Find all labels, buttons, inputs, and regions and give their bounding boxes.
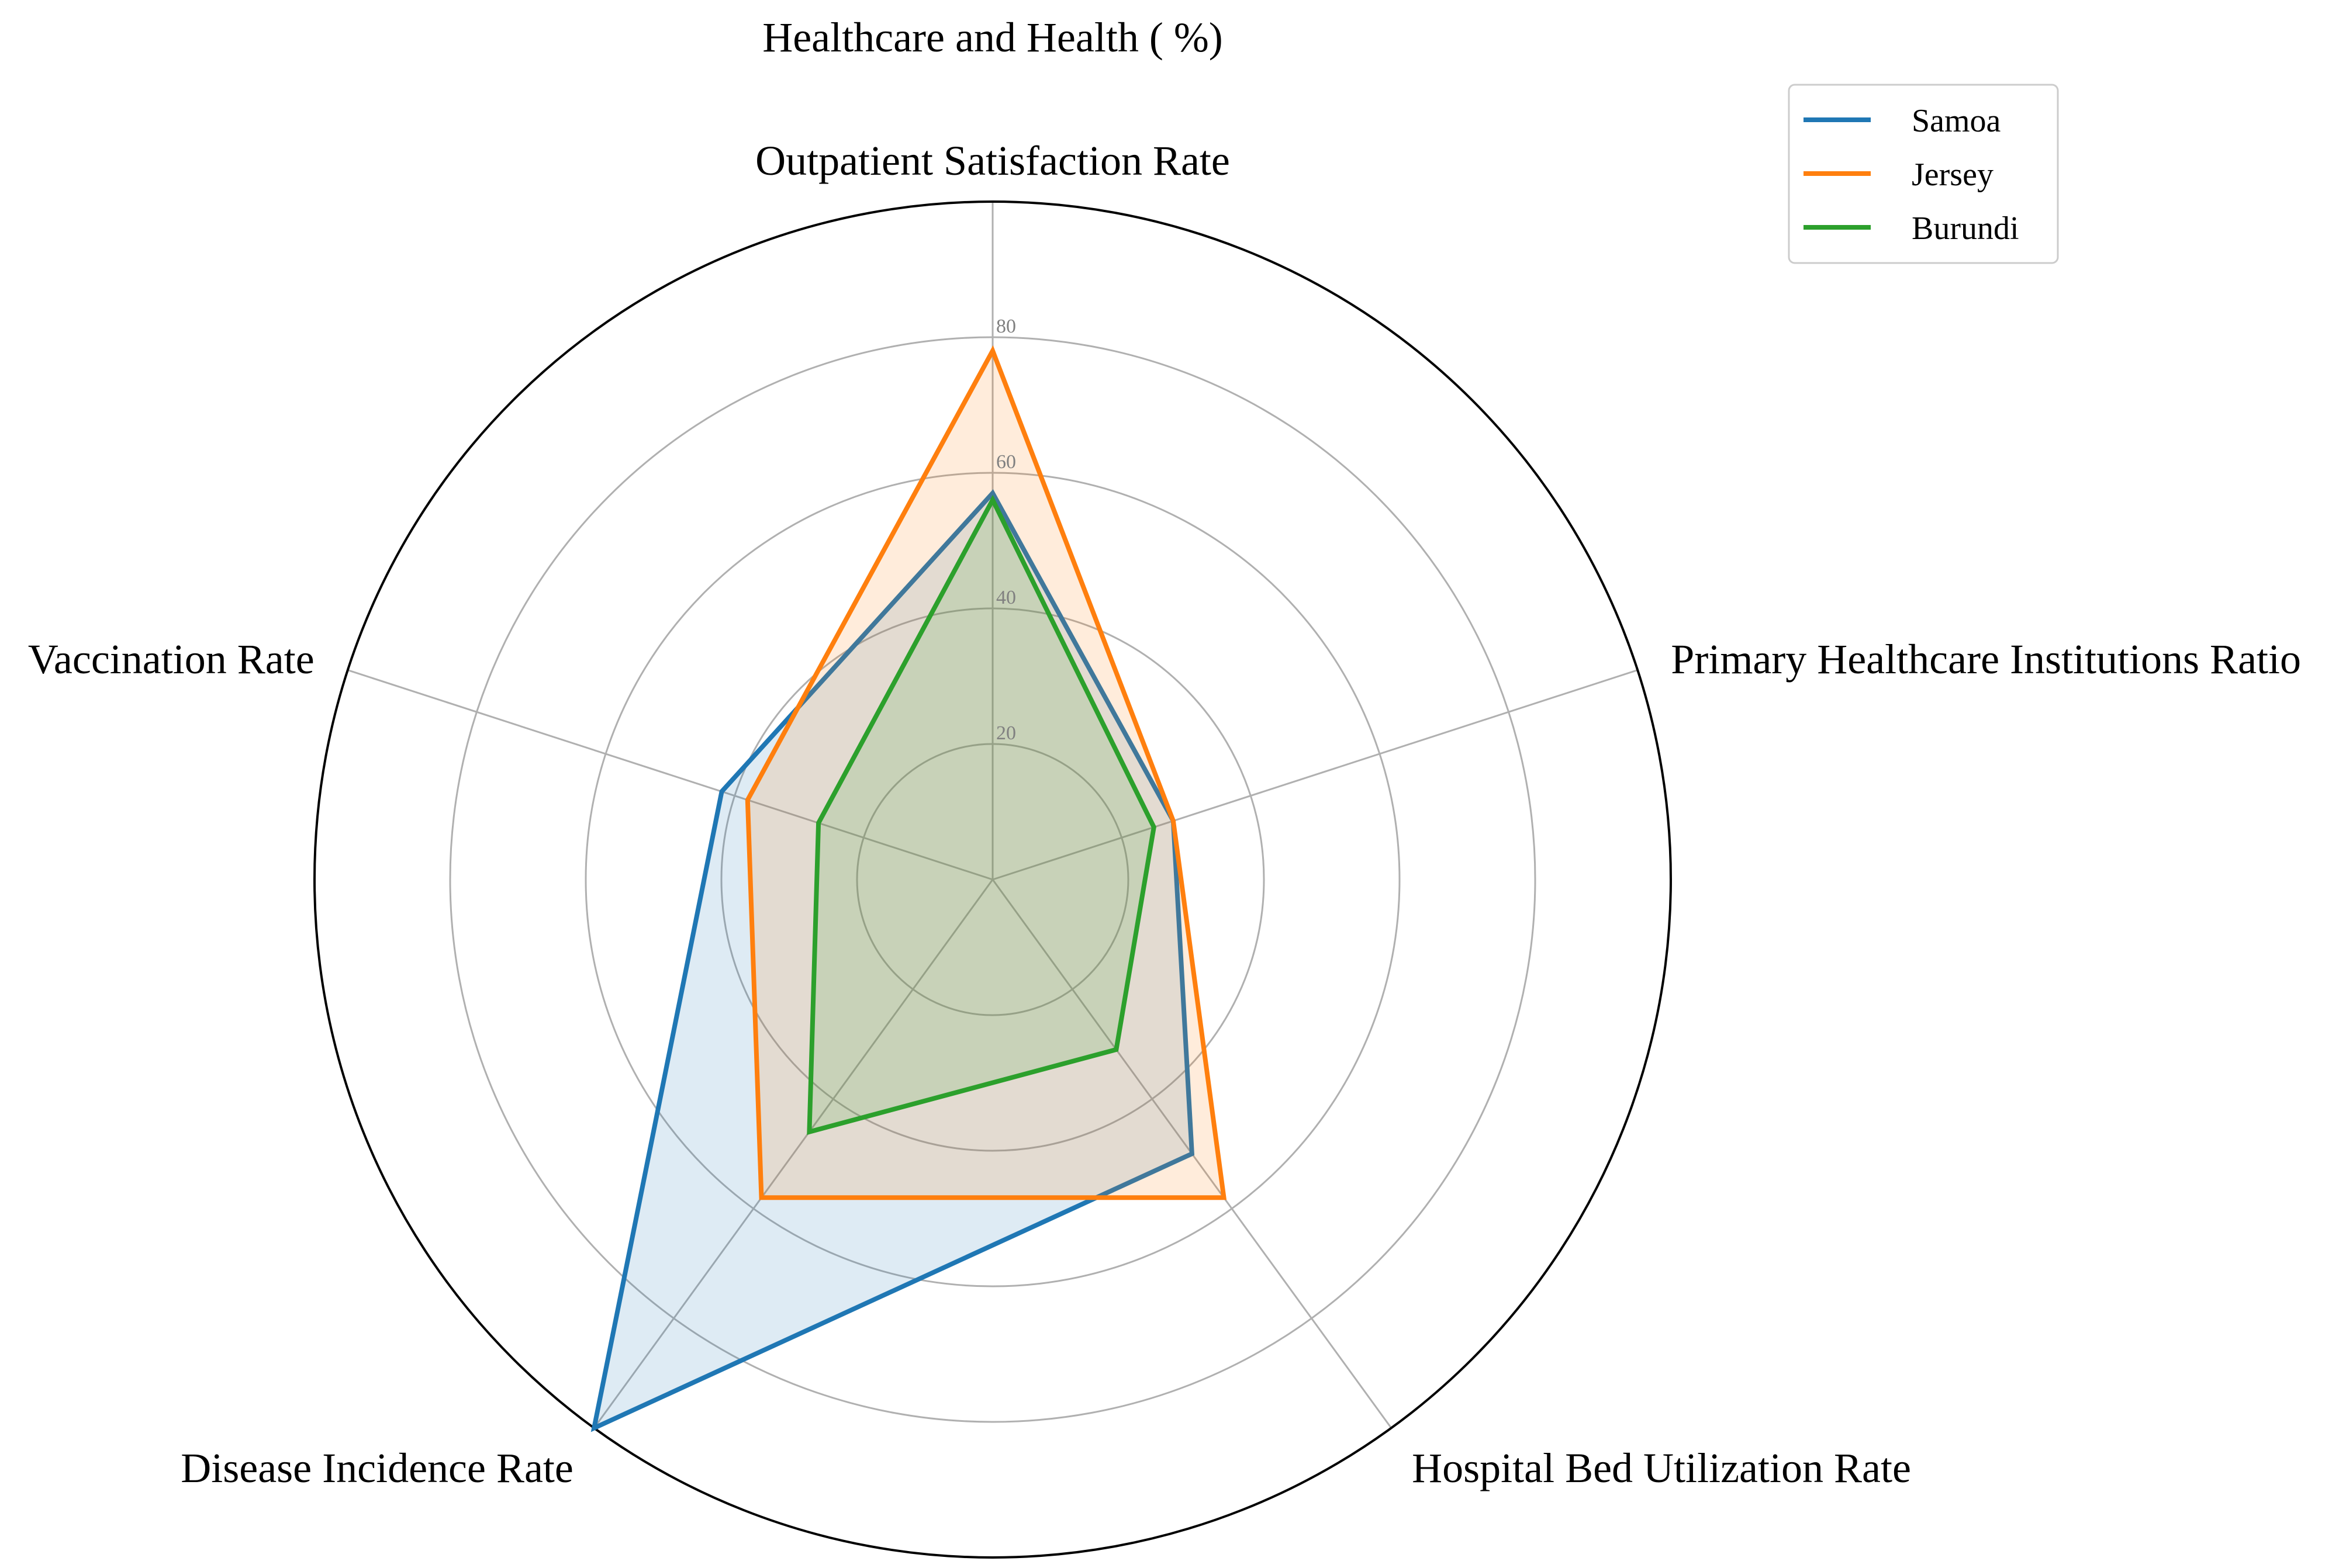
legend-label-samoa: Samoa: [1912, 103, 2001, 139]
outer-frame: [313, 200, 1672, 1559]
chart-title: Healthcare and Health ( %): [762, 14, 1223, 61]
tick-layer: 20 40 60 80: [996, 316, 1016, 744]
spoke-line: [593, 879, 994, 1429]
series-line-samoa: [590, 489, 1195, 1432]
axis-label-layer: Outpatient Satisfaction Rate Primary Heal…: [28, 137, 2301, 1491]
axis-label: Hospital Bed Utilization Rate: [1412, 1445, 1911, 1491]
series-line-burundi: [807, 494, 1156, 1135]
series-line-jersey: [745, 345, 1227, 1200]
r-tick-label: 20: [996, 722, 1016, 744]
legend-label-jersey: Jersey: [1912, 157, 1993, 193]
legend: Samoa Jersey Burundi: [1788, 84, 2059, 264]
axis-label: Disease Incidence Rate: [181, 1445, 573, 1491]
r-tick-label: 40: [996, 587, 1016, 608]
legend-label-burundi: Burundi: [1912, 210, 2019, 247]
spoke-line: [992, 669, 1638, 881]
legend-frame: [1788, 84, 2059, 264]
series-fill-burundi: [809, 500, 1154, 1132]
grid-layer: [313, 200, 1672, 1559]
r-tick-label: 60: [996, 451, 1016, 473]
series-fill-jersey: [747, 351, 1224, 1198]
axis-label: Vaccination Rate: [28, 636, 315, 683]
legend-items: Samoa Jersey Burundi: [1804, 103, 2019, 247]
axis-label: Outpatient Satisfaction Rate: [755, 137, 1230, 184]
r-tick-label: 80: [996, 316, 1016, 337]
series-layer: [590, 345, 1227, 1432]
axis-label: Primary Healthcare Institutions Ratio: [1671, 636, 2301, 683]
series-fill-samoa: [594, 493, 1192, 1428]
spoke-line: [347, 669, 993, 881]
